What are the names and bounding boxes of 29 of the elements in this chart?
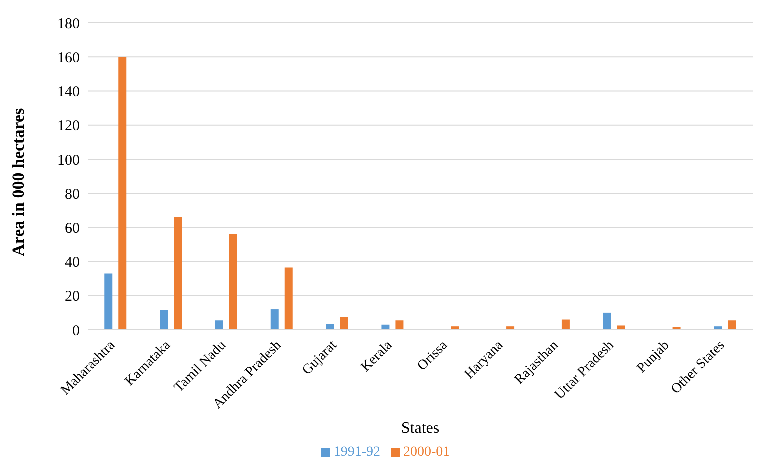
bar (160, 310, 168, 330)
legend-label: 1991-92 (334, 445, 380, 460)
bar (215, 320, 224, 330)
y-tick-label: 120 (58, 118, 80, 135)
y-tick-label: 0 (72, 323, 80, 340)
bar (728, 320, 736, 330)
y-tick-label: 100 (58, 152, 80, 169)
x-axis-title: States (401, 420, 440, 437)
bar (562, 320, 570, 330)
bar (603, 312, 612, 330)
y-tick-label: 160 (58, 50, 80, 66)
bar (396, 320, 404, 330)
bar (174, 217, 182, 330)
bar (617, 326, 626, 330)
y-tick-label: 40 (65, 255, 80, 272)
legend-label: 2000-01 (404, 445, 450, 460)
bar (284, 268, 293, 330)
y-tick-label: 20 (65, 289, 80, 306)
bar (340, 317, 348, 330)
y-tick-label: 80 (65, 186, 80, 203)
y-tick-label: 180 (58, 16, 80, 32)
bar (326, 324, 334, 330)
y-tick-label: 60 (65, 220, 80, 237)
bar (104, 274, 113, 330)
bar (229, 234, 238, 330)
bar (118, 57, 127, 330)
y-tick-label: 140 (58, 84, 80, 101)
y-axis-title: Area in 000 hectares (9, 108, 28, 256)
bar (270, 310, 279, 330)
